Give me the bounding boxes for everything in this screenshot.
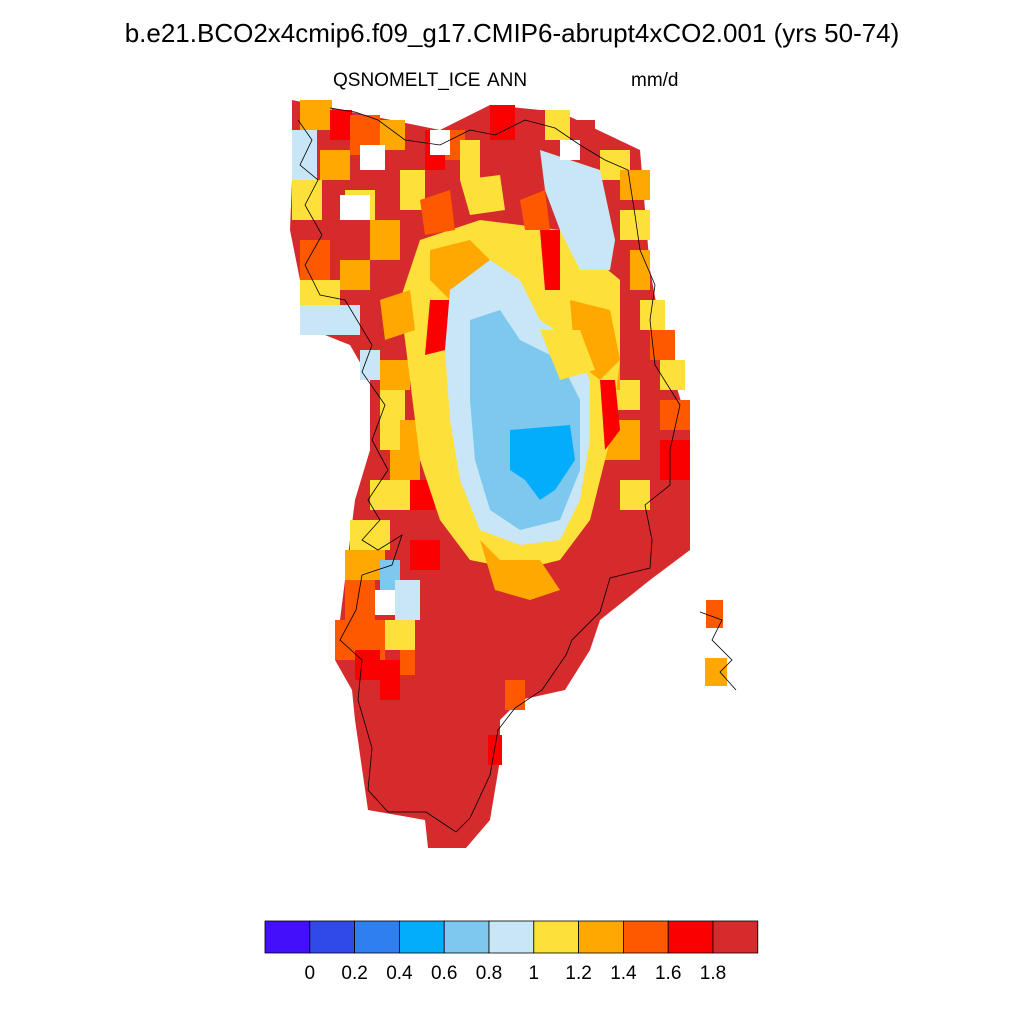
colorbar-tick-label: 1.6 xyxy=(655,963,681,984)
colorbar-labels: 0 0.2 0.4 0.6 0.8 1 1.2 1.4 1.6 1.8 xyxy=(305,963,727,984)
colorbar-tick-label: 1.4 xyxy=(610,963,637,984)
colorbar-tick-label: 0.2 xyxy=(341,963,367,984)
greenland-map xyxy=(290,100,737,848)
colorbar-box xyxy=(488,920,535,954)
colorbar-tick-label: 0.6 xyxy=(431,963,457,984)
colorbar-tick-label: 0 xyxy=(305,963,316,984)
coastline xyxy=(297,107,737,833)
units-label: mm/d xyxy=(631,70,679,91)
season-label: ANN xyxy=(487,70,528,91)
colorbar-box xyxy=(667,920,714,954)
colorbar-tick-label: 1.2 xyxy=(565,963,591,984)
colorbar-box xyxy=(309,920,355,954)
colorbar-boxes xyxy=(264,920,759,954)
interior-rings xyxy=(380,150,620,600)
colorbar-box xyxy=(264,920,311,954)
colorbar-tick-label: 0.8 xyxy=(476,963,502,984)
colorbar-box xyxy=(398,920,445,954)
melt-field xyxy=(290,100,727,848)
coastal-band xyxy=(292,100,690,765)
island-cells xyxy=(705,600,727,686)
colorbar-box xyxy=(354,920,400,954)
colorbar-box xyxy=(712,920,759,954)
variable-label: QSNOMELT_ICE xyxy=(333,70,481,91)
colorbar-box xyxy=(578,920,624,954)
colorbar-tick-label: 0.4 xyxy=(386,963,413,984)
colorbar-box xyxy=(443,920,490,954)
plot-title: b.e21.BCO2x4cmip6.f09_g17.CMIP6-abrupt4x… xyxy=(124,18,900,48)
missing-cells xyxy=(340,130,580,220)
colorbar-box xyxy=(533,920,579,954)
colorbar-tick-label: 1.8 xyxy=(700,963,726,984)
colorbar-tick-label: 1 xyxy=(529,963,540,984)
colorbar-box xyxy=(623,920,669,954)
